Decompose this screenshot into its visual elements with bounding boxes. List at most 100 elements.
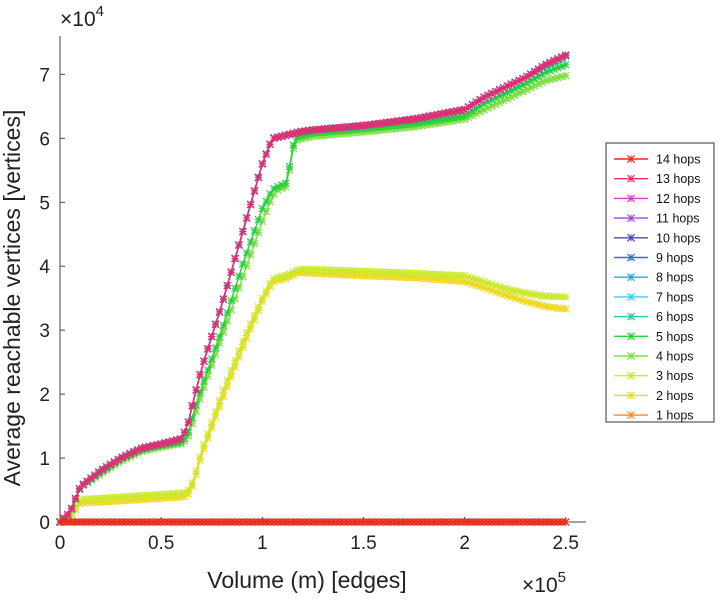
data-point: [231, 254, 239, 263]
data-point: [242, 214, 251, 222]
data-point: [184, 418, 193, 426]
y-tick-label: 2: [39, 385, 50, 406]
legend-label: 7 hops: [656, 290, 694, 304]
data-point: [250, 226, 259, 235]
legend-item: 5 hops: [614, 330, 694, 344]
data-point: [176, 435, 185, 443]
y-tick-label: 7: [39, 65, 50, 86]
y-tick-label: 3: [39, 321, 50, 342]
legend-label: 14 hops: [656, 153, 700, 167]
data-point: [421, 113, 430, 121]
y-multiplier-base: ×10: [60, 8, 96, 31]
legend-label: 13 hops: [656, 172, 700, 186]
x-ticks: 0 0.5 1 1.5 2 2.5: [55, 517, 579, 554]
data-point: [266, 190, 274, 198]
data-point: [161, 490, 169, 499]
data-point: [507, 286, 516, 294]
data-point: [254, 302, 263, 311]
legend-label: 5 hops: [656, 330, 694, 344]
data-point: [242, 328, 251, 337]
legend-item: 13 hops: [614, 172, 700, 186]
data-point: [200, 441, 208, 449]
data-point: [258, 294, 267, 303]
data-point: [262, 150, 271, 158]
legend-marker-icon: [626, 391, 636, 400]
data-point: [472, 98, 481, 106]
data-point: [526, 70, 535, 78]
data-point: [519, 288, 527, 297]
legend-marker-icon: [626, 312, 636, 321]
series-line: [56, 51, 570, 526]
legend-label: 10 hops: [656, 231, 700, 245]
data-point: [200, 357, 208, 365]
data-point: [250, 311, 259, 320]
data-point: [83, 477, 92, 486]
legend-marker-icon: [626, 351, 636, 361]
series-layer: [56, 51, 570, 526]
y-tick-label: 0: [39, 513, 50, 534]
data-point: [239, 337, 247, 346]
legend-marker-icon: [626, 194, 636, 203]
legend-label: 6 hops: [656, 310, 694, 324]
x-tick-label: 2.5: [553, 533, 579, 554]
data-point: [239, 227, 247, 236]
data-point: [215, 308, 224, 316]
legend-items: 14 hops 13 hops 12 hops 11 hops 10 hops 9 hop…: [614, 153, 700, 423]
data-point: [266, 279, 274, 288]
data-point: [223, 376, 232, 385]
data-point: [231, 284, 239, 293]
legend-item: 8 hops: [614, 271, 694, 285]
data-point: [262, 207, 271, 216]
data-point: [227, 268, 236, 276]
data-point: [561, 293, 570, 301]
legend-marker-icon: [626, 154, 636, 164]
y-axis-label: Average reachable vertices [vertices]: [0, 110, 25, 487]
data-point: [515, 287, 523, 296]
x-tick-label: 0.5: [148, 533, 174, 554]
data-point: [184, 486, 193, 494]
data-point: [246, 200, 255, 209]
data-point: [266, 140, 274, 149]
data-point: [219, 321, 228, 330]
legend-marker-icon: [626, 253, 636, 262]
data-point: [223, 309, 232, 317]
series-path: [59, 271, 566, 523]
data-point: [207, 419, 216, 427]
y-ticks: 0 1 2 3 4 5 6 7: [39, 65, 65, 534]
legend-label: 9 hops: [656, 251, 694, 265]
data-point: [262, 286, 271, 295]
series-line: [56, 518, 570, 526]
data-point: [196, 453, 204, 462]
data-point: [211, 320, 220, 329]
legend-marker-icon: [626, 233, 636, 242]
y-tick-label: 5: [39, 193, 50, 214]
data-point: [231, 356, 239, 365]
data-point: [258, 204, 267, 213]
x-tick-label: 1: [257, 533, 268, 554]
data-point: [223, 281, 232, 290]
x-tick-label: 1.5: [350, 533, 376, 554]
data-point: [211, 407, 220, 416]
data-point: [239, 260, 247, 268]
data-point: [495, 283, 504, 291]
data-point: [204, 345, 212, 353]
data-point: [188, 401, 197, 410]
data-point: [219, 386, 228, 394]
legend-label: 8 hops: [656, 271, 694, 285]
data-point: [67, 504, 76, 513]
legend-marker-icon: [626, 411, 636, 420]
data-point: [71, 494, 80, 503]
x-tick-label: 0: [55, 533, 66, 554]
data-point: [254, 173, 263, 182]
data-point: [200, 377, 208, 385]
data-point: [196, 370, 204, 379]
data-point: [254, 215, 263, 224]
data-point: [312, 265, 321, 274]
data-point: [192, 467, 200, 475]
data-point: [289, 141, 298, 150]
data-point: [281, 179, 290, 188]
legend-item: 14 hops: [614, 153, 700, 167]
x-axis-label: Volume (m) [edges]: [207, 567, 406, 593]
x-multiplier-exp: 5: [558, 569, 566, 586]
